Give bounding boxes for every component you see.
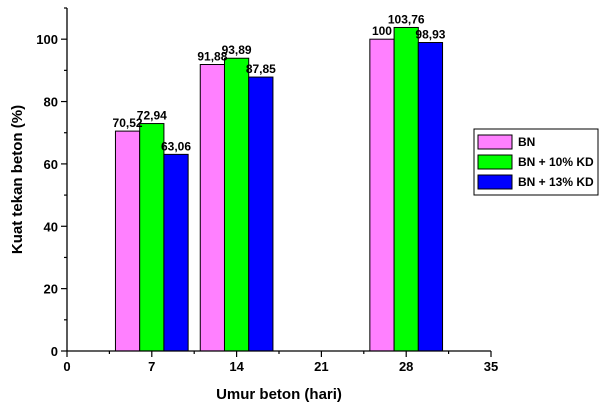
y-tick-label: 80 bbox=[44, 95, 58, 110]
legend-swatch bbox=[477, 154, 513, 170]
legend-label: BN bbox=[518, 135, 535, 149]
x-tick-label: 28 bbox=[399, 359, 413, 374]
bar bbox=[248, 76, 274, 352]
data-label: 72,94 bbox=[137, 109, 167, 123]
data-label: 70,52 bbox=[113, 116, 143, 130]
x-tick-label: 14 bbox=[229, 359, 244, 374]
data-label: 87,85 bbox=[246, 62, 276, 76]
y-axis-title: Kuat tekan beton (%) bbox=[9, 105, 26, 254]
legend: BN BN + 10% KD BN + 13% KD bbox=[473, 128, 599, 196]
bar bbox=[223, 57, 250, 352]
data-label: 93,89 bbox=[222, 43, 252, 57]
y-tick-label: 60 bbox=[44, 157, 58, 172]
data-label: 100 bbox=[372, 24, 392, 38]
bar bbox=[199, 64, 225, 352]
data-label: 63,06 bbox=[161, 139, 191, 153]
y-tick-label: 20 bbox=[44, 282, 58, 297]
x-axis-title: Umur beton (hari) bbox=[216, 386, 342, 403]
bar bbox=[369, 38, 395, 352]
x-tick-label: 21 bbox=[314, 359, 328, 374]
x-tick-label: 0 bbox=[63, 359, 70, 374]
legend-label: BN + 13% KD bbox=[518, 175, 594, 189]
y-tick-label: 0 bbox=[51, 344, 58, 359]
bar bbox=[417, 42, 444, 352]
data-label: 91,88 bbox=[197, 50, 227, 64]
bar bbox=[139, 123, 165, 352]
legend-swatch bbox=[477, 174, 513, 190]
ticks-group: 0 7 14 21 28 35 0 20 40 60 80 100 bbox=[36, 7, 498, 374]
legend-swatch bbox=[477, 134, 513, 150]
bar bbox=[163, 153, 189, 352]
x-tick-label: 7 bbox=[148, 359, 155, 374]
legend-label: BN + 10% KD bbox=[518, 155, 594, 169]
x-tick-label: 35 bbox=[484, 359, 498, 374]
y-tick-label: 40 bbox=[44, 219, 58, 234]
y-tick-label: 100 bbox=[36, 32, 58, 47]
bar bbox=[393, 26, 419, 352]
data-label: 103,76 bbox=[388, 12, 425, 26]
data-label: 98,93 bbox=[415, 28, 445, 42]
bar bbox=[114, 130, 141, 352]
bars-group bbox=[114, 26, 444, 352]
